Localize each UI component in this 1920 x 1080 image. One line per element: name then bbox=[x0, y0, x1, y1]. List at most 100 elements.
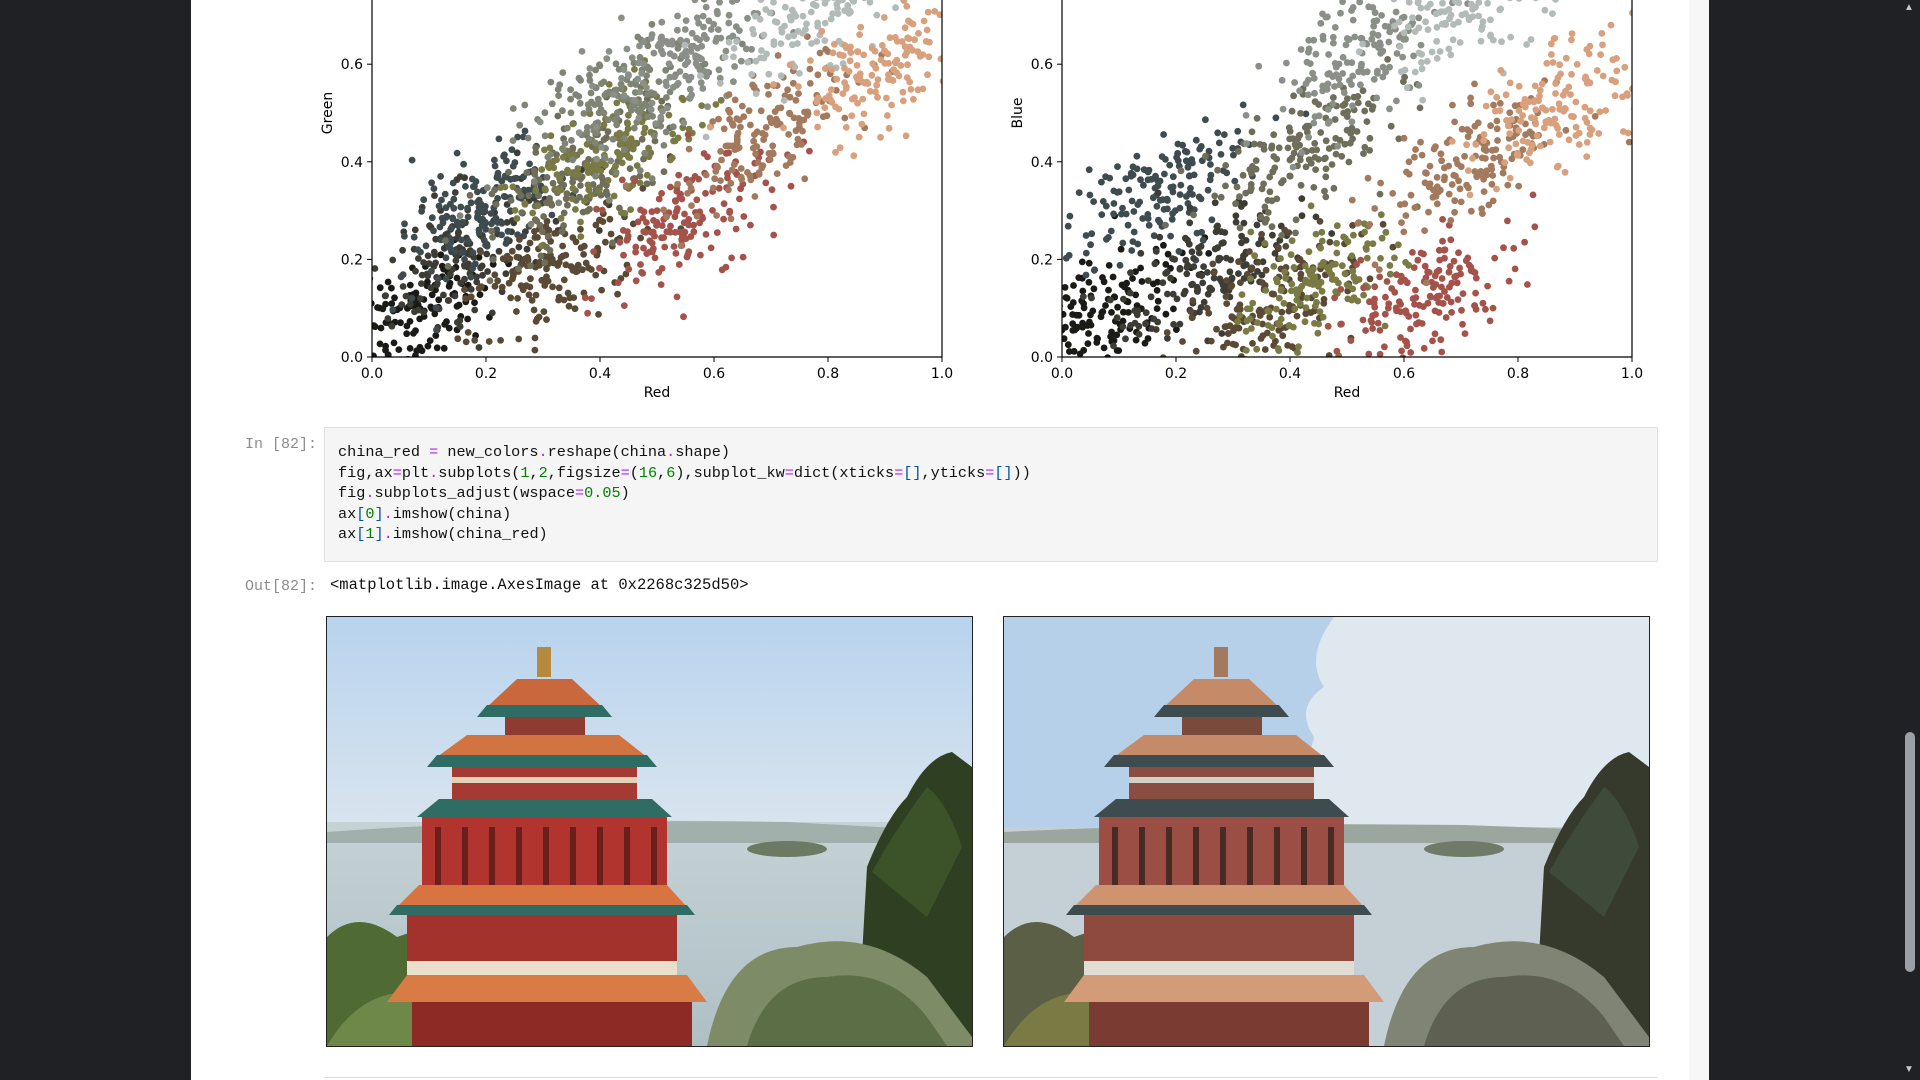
scatter-point bbox=[774, 52, 782, 59]
scatter-point bbox=[595, 187, 603, 195]
scatter-point bbox=[1554, 124, 1561, 132]
scatter-point bbox=[730, 53, 737, 61]
scatter-point bbox=[1483, 167, 1491, 175]
scatter-point bbox=[1479, 18, 1487, 26]
scatter-point bbox=[669, 130, 677, 138]
scatter-point bbox=[1160, 131, 1167, 138]
scatter-point bbox=[433, 326, 440, 334]
scatter-point bbox=[764, 82, 771, 90]
scatter-point bbox=[1451, 118, 1458, 126]
scatter-point bbox=[1448, 279, 1456, 287]
scatter-point bbox=[475, 344, 483, 351]
scatter-point bbox=[631, 139, 639, 147]
scatter-point bbox=[731, 96, 739, 104]
scatter-point bbox=[1192, 347, 1200, 355]
scatter-point bbox=[523, 245, 531, 253]
scatter-point bbox=[1596, 108, 1604, 116]
scatter-point bbox=[1342, 41, 1350, 49]
scatter-point bbox=[475, 253, 483, 261]
scatter-point bbox=[1290, 92, 1297, 100]
scroll-up-arrow-icon[interactable]: ▲ bbox=[1904, 2, 1914, 13]
scatter-point bbox=[1494, 137, 1501, 144]
scatter-point bbox=[647, 89, 655, 97]
scatter-point bbox=[1282, 243, 1290, 250]
scatter-point bbox=[1160, 241, 1167, 249]
scatter-point bbox=[904, 34, 911, 42]
scatter-point bbox=[554, 112, 562, 120]
scatter-point bbox=[1421, 179, 1429, 187]
scatter-point bbox=[1422, 18, 1429, 26]
scatter-point bbox=[451, 292, 459, 300]
scatter-point bbox=[604, 116, 612, 124]
scatter-point bbox=[768, 186, 776, 194]
scatter-point bbox=[1583, 46, 1591, 53]
scatter-point bbox=[1441, 254, 1448, 262]
scatter-point bbox=[1296, 300, 1304, 308]
scatter-point bbox=[671, 73, 678, 81]
x-tick-label: 0.2 bbox=[1165, 366, 1187, 382]
scatter-point bbox=[798, 141, 805, 148]
scatter-point bbox=[464, 204, 471, 212]
scatter-point bbox=[400, 366, 407, 373]
scatter-point bbox=[594, 95, 602, 103]
scatter-point bbox=[1381, 310, 1389, 318]
scatter-point bbox=[1305, 36, 1313, 44]
scatter-point bbox=[937, 55, 942, 63]
scroll-down-arrow-icon[interactable]: ▼ bbox=[1904, 1064, 1914, 1075]
scatter-point bbox=[650, 49, 658, 57]
scatter-point bbox=[1453, 279, 1461, 287]
scatter-point bbox=[1236, 224, 1244, 232]
scatter-point bbox=[1515, 82, 1523, 90]
scatter-point bbox=[1367, 317, 1375, 324]
scatter-point bbox=[1404, 23, 1412, 31]
scatter-point bbox=[670, 137, 677, 145]
scatter-point bbox=[584, 309, 591, 317]
scatter-point bbox=[1328, 271, 1336, 279]
scatter-point bbox=[1337, 286, 1345, 293]
scatter-point bbox=[1387, 122, 1395, 130]
scatter-point bbox=[1208, 286, 1216, 293]
scatter-point bbox=[726, 142, 734, 150]
scatter-point bbox=[1173, 326, 1180, 333]
code-editor[interactable]: china_red = new_colors.reshape(china.sha… bbox=[338, 442, 1031, 545]
scatter-point bbox=[1550, 35, 1558, 42]
scatter-point bbox=[1372, 311, 1379, 318]
scatter-point bbox=[1297, 181, 1305, 189]
scatter-point bbox=[1426, 292, 1434, 300]
scatter-point bbox=[541, 259, 549, 266]
scatter-point bbox=[660, 142, 668, 149]
code-cell[interactable] bbox=[324, 427, 1658, 562]
scatter-point bbox=[1473, 173, 1481, 181]
scatter-point bbox=[1506, 109, 1514, 116]
scatter-point bbox=[467, 293, 475, 301]
scatter-point bbox=[877, 133, 884, 141]
scrollbar-thumb[interactable] bbox=[1905, 732, 1915, 972]
scatter-point bbox=[585, 135, 593, 143]
scatter-point bbox=[658, 265, 666, 272]
scatter-point bbox=[859, 95, 867, 103]
scatter-point bbox=[1270, 263, 1278, 270]
scatter-point bbox=[785, 153, 793, 161]
scatter-point bbox=[1369, 240, 1377, 248]
scatter-point bbox=[506, 255, 514, 263]
scatter-point bbox=[1581, 103, 1589, 111]
scatter-point bbox=[1517, 117, 1525, 125]
scatter-point bbox=[660, 168, 668, 176]
scatter-point bbox=[568, 136, 575, 144]
scatter-point bbox=[1525, 98, 1533, 106]
scatter-point bbox=[1075, 189, 1083, 197]
scatter-point bbox=[471, 306, 479, 314]
scatter-point bbox=[1163, 195, 1171, 203]
scatter-point bbox=[806, 80, 814, 87]
scatter-point bbox=[729, 0, 736, 5]
scatter-point bbox=[1496, 153, 1503, 161]
scatter-point bbox=[1412, 146, 1419, 153]
scatter-point bbox=[420, 259, 427, 266]
scatter-point bbox=[1533, 132, 1541, 140]
scatter-point bbox=[1591, 113, 1599, 120]
scatter-point bbox=[391, 363, 398, 370]
scatter-point bbox=[1490, 101, 1497, 109]
scatter-point bbox=[695, 175, 702, 183]
scatter-point bbox=[593, 123, 600, 131]
scatter-point bbox=[1418, 151, 1426, 159]
